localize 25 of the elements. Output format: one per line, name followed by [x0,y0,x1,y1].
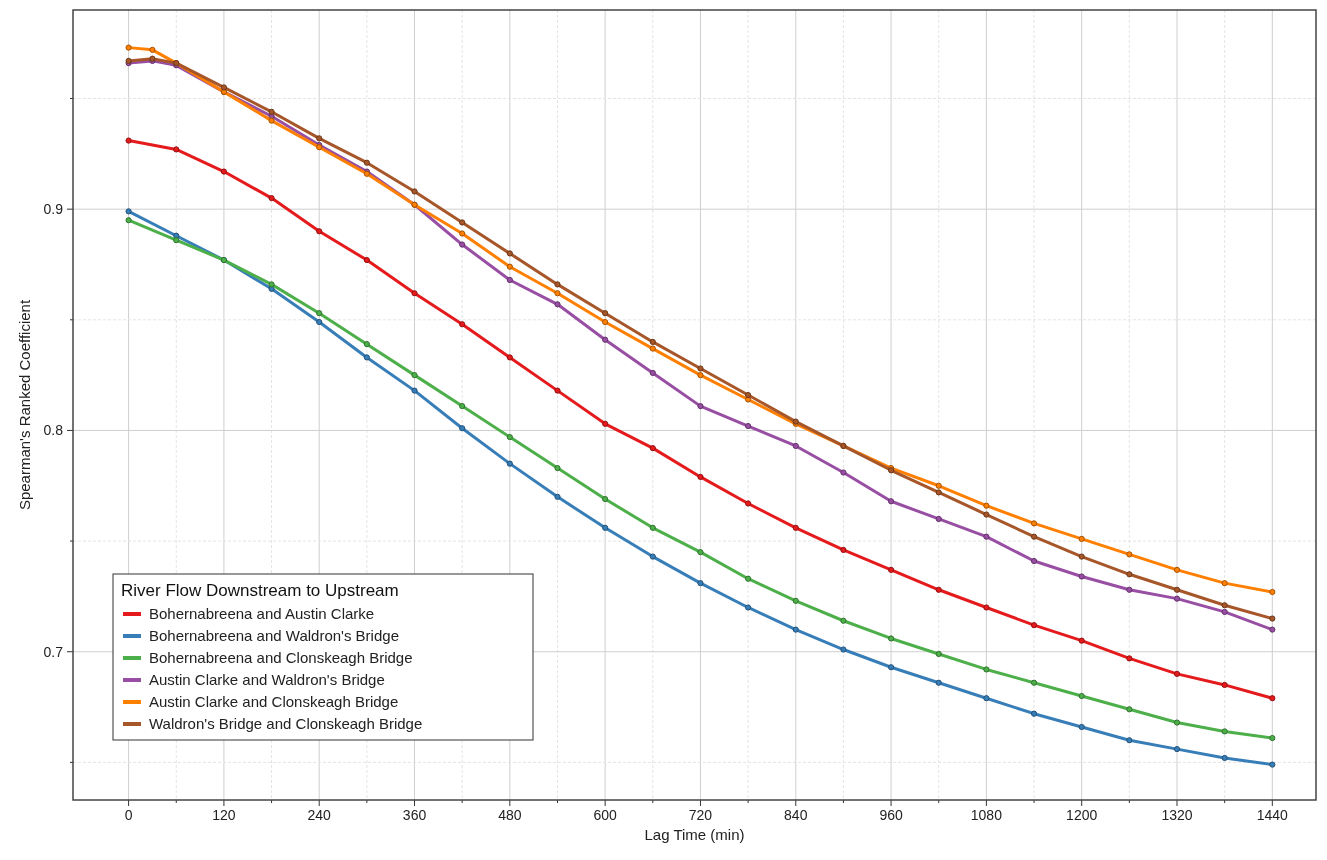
x-tick-label: 1200 [1066,807,1098,823]
x-tick-label: 120 [212,807,236,823]
y-axis-title: Spearman's Ranked Coefficient [16,299,33,511]
legend-label: Bohernabreena and Austin Clarke [149,605,375,622]
y-tick-label: 0.8 [43,422,64,439]
legend-label: Bohernabreena and Clonskeagh Bridge [149,649,413,666]
x-tick-label: 600 [593,807,618,823]
legend-label: Waldron's Bridge and Clonskeagh Bridge [149,715,423,732]
x-tick-label: 1320 [1161,807,1193,823]
legend-label: Bohernabreena and Waldron's Bridge [149,627,399,644]
y-tick-label: 0.7 [43,643,64,660]
x-axis-title: Lag Time (min) [644,826,745,843]
x-tick-label: 720 [688,807,713,823]
legend-label: Austin Clarke and Clonskeagh Bridge [149,693,399,710]
legend-label: Austin Clarke and Waldron's Bridge [149,671,385,688]
y-tick-label: 0.9 [43,201,64,218]
x-tick-label: 240 [307,807,332,823]
x-tick-label: 1080 [970,807,1003,823]
x-tick-label: 0 [124,807,133,823]
x-tick-label: 480 [498,807,522,823]
x-tick-label: 1440 [1256,807,1289,823]
x-tick-label: 360 [402,807,427,823]
x-tick-label: 960 [879,807,903,823]
x-tick-label: 840 [784,807,808,823]
legend-title: River Flow Downstream to Upstream [121,581,399,600]
